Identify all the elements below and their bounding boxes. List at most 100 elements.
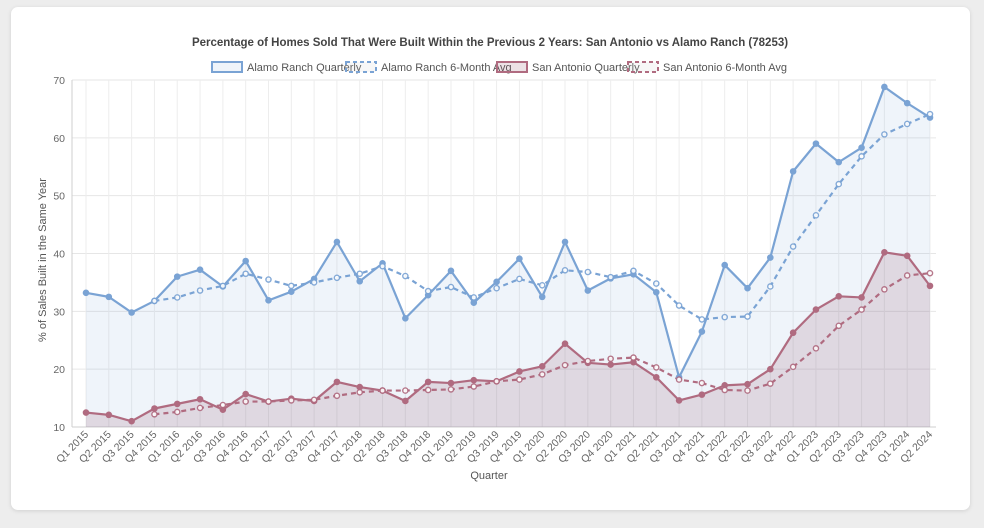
legend-item: Alamo Ranch Quarterly [211,61,362,74]
data-point [493,278,500,286]
data-point [333,392,341,400]
data-point [881,286,888,293]
data-point [447,386,455,393]
data-point [424,287,432,295]
data-point [812,345,820,352]
data-point [721,261,729,269]
data-point [151,405,158,412]
chart-card: Percentage of Homes Sold That Were Built… [11,7,970,510]
legend-label: Alamo Ranch 6-Month Avg [381,62,512,74]
data-point [926,282,934,290]
data-point [151,297,158,305]
data-point [219,401,227,409]
data-point [402,397,409,405]
y-tick-label: 60 [53,133,65,145]
data-point [105,293,113,301]
data-point [128,309,135,316]
data-point [128,417,135,425]
data-point [903,272,911,279]
series-area-3 [86,252,930,427]
data-point [744,387,751,394]
chart-title: Percentage of Homes Sold That Were Built… [192,37,788,49]
data-point [379,262,386,270]
data-point [812,212,820,219]
series-line-2 [154,113,931,321]
data-point [447,267,455,275]
data-point [652,280,660,287]
y-tick-label: 20 [53,364,65,376]
data-point [652,288,660,296]
data-point [607,361,614,368]
data-point [242,257,249,265]
data-point [789,243,797,250]
data-point [835,322,843,330]
data-point [242,398,249,405]
data-point [287,288,295,295]
data-point [424,378,432,386]
series-line-3 [85,251,931,423]
data-point [767,283,774,290]
x-axis-title: Quarter [470,470,508,482]
series-line-1 [85,85,931,379]
data-point [333,274,341,282]
data-point [652,364,660,371]
legend-label: San Antonio 6-Month Avg [663,62,787,74]
legend-item: San Antonio Quarterly [496,61,640,74]
data-point [744,380,751,388]
data-point [219,282,227,290]
data-point [652,373,660,381]
data-point [493,378,500,385]
legend-swatch [211,61,243,73]
series-area-1 [86,86,930,427]
data-point [630,354,637,361]
data-point [516,376,523,383]
data-point [584,357,592,365]
data-point [333,238,341,246]
data-point [493,284,500,292]
data-point [835,292,843,300]
y-tick-label: 30 [53,306,65,318]
data-point [538,282,546,289]
data-point [402,387,409,394]
data-point [379,387,386,394]
data-point [744,313,751,320]
data-point [196,395,204,403]
legend-swatch [627,61,659,73]
data-point [196,404,204,412]
data-point [470,294,478,301]
data-point [789,363,797,371]
data-point [287,397,295,404]
data-point [356,383,364,391]
data-point [470,299,478,306]
data-point [447,283,455,291]
data-point [287,282,295,290]
data-point [173,294,181,301]
data-point [607,273,614,281]
data-point [561,361,569,369]
legend-swatch [496,61,528,73]
data-point [356,270,364,278]
data-point [173,273,181,280]
data-point [767,380,774,387]
data-point [516,255,523,263]
data-point [812,140,820,147]
data-point [310,396,318,404]
data-point [881,249,888,256]
data-point [538,371,546,378]
data-point [470,376,478,384]
data-point [242,390,249,398]
y-tick-label: 10 [53,422,65,434]
data-point [310,279,318,286]
data-point [356,388,364,396]
data-point [903,99,911,107]
y-tick-label: 50 [53,191,65,203]
data-point [105,411,113,419]
y-tick-label: 70 [53,75,65,87]
legend-label: San Antonio Quarterly [532,62,640,74]
y-tick-label: 40 [53,249,65,261]
data-point [630,267,637,275]
data-point [516,275,523,283]
data-point [82,409,90,416]
data-point [196,287,204,294]
data-point [789,329,797,337]
